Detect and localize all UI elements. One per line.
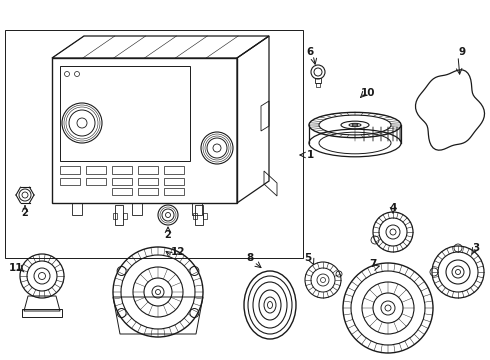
- Text: 6: 6: [306, 47, 314, 57]
- Bar: [138, 178, 158, 185]
- Bar: [86, 166, 106, 174]
- Text: 7: 7: [369, 259, 377, 269]
- Bar: [316, 83, 320, 87]
- Bar: [138, 188, 158, 195]
- Bar: [115, 205, 123, 225]
- Bar: [203, 213, 207, 219]
- Bar: [60, 166, 80, 174]
- Text: 12: 12: [171, 247, 185, 257]
- Bar: [315, 78, 321, 83]
- Bar: [72, 203, 82, 215]
- Bar: [193, 213, 197, 219]
- Text: 3: 3: [472, 243, 480, 253]
- Text: 2: 2: [22, 208, 28, 218]
- Bar: [22, 309, 62, 317]
- Bar: [5, 30, 303, 258]
- Text: 11: 11: [9, 263, 23, 273]
- Bar: [123, 213, 127, 219]
- Text: 4: 4: [390, 203, 397, 213]
- Bar: [86, 178, 106, 185]
- Bar: [112, 188, 132, 195]
- Bar: [113, 213, 117, 219]
- Text: 5: 5: [304, 253, 312, 263]
- Bar: [132, 203, 142, 215]
- Bar: [138, 166, 158, 174]
- Bar: [195, 205, 203, 225]
- Bar: [192, 203, 202, 215]
- Text: 10: 10: [361, 88, 375, 98]
- Text: 1: 1: [306, 150, 314, 160]
- Text: 8: 8: [246, 253, 254, 263]
- Bar: [112, 166, 132, 174]
- Bar: [164, 166, 184, 174]
- Bar: [164, 178, 184, 185]
- Bar: [60, 66, 190, 161]
- Bar: [112, 178, 132, 185]
- Text: 9: 9: [459, 47, 466, 57]
- Text: 2: 2: [165, 230, 172, 240]
- Bar: [164, 188, 184, 195]
- Bar: [60, 178, 80, 185]
